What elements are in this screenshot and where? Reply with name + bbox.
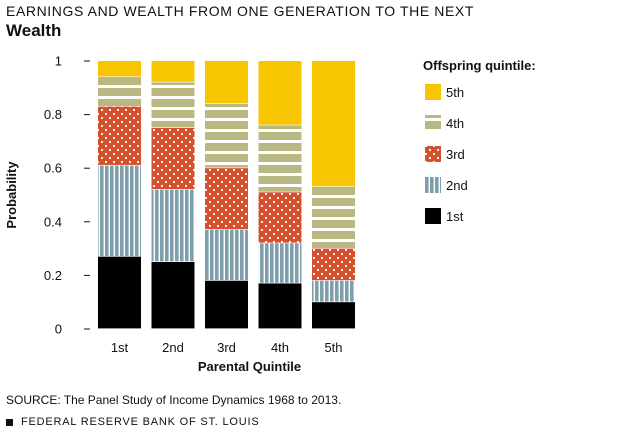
legend-label-2nd: 2nd (446, 178, 468, 193)
bar-4th-series-2nd (258, 243, 302, 283)
legend-swatch-3rd (425, 146, 441, 162)
y-tick-label: 0.8 (44, 107, 62, 122)
y-tick-label: 1 (55, 54, 62, 69)
x-tick-label: 5th (324, 340, 342, 355)
y-tick-label: 0 (55, 322, 62, 337)
y-axis: 0 0.2 0.4 0.6 0.8 1 (44, 54, 90, 337)
footer-text: FEDERAL RESERVE BANK OF ST. LOUIS (21, 416, 260, 428)
bar-2nd-series-5th (151, 61, 195, 82)
square-bullet-icon (6, 418, 13, 426)
bar-1st-series-4th (98, 77, 141, 106)
bar-2nd-series-2nd (151, 189, 195, 262)
bar-5th-series-2nd (312, 280, 355, 302)
y-tick-label: 0.4 (44, 214, 62, 229)
source-note: SOURCE: The Panel Study of Income Dynami… (6, 393, 342, 407)
bar-3rd-series-2nd (205, 229, 248, 281)
bar-5th-series-5th (312, 61, 355, 187)
bar-3rd-series-1st (205, 280, 248, 329)
bars-layer (98, 61, 355, 329)
y-tick-label: 0.6 (44, 161, 62, 176)
legend-label-4th: 4th (446, 116, 464, 131)
legend-label-1st: 1st (446, 209, 464, 224)
bar-1st-series-3rd (98, 106, 141, 165)
bar-4th-series-4th (258, 125, 302, 192)
legend-swatch-4th (425, 115, 441, 131)
legend: Offspring quintile: 5th 4th 3rd 2nd 1st (423, 58, 536, 224)
x-tick-label: 3rd (217, 340, 236, 355)
chart-title: Wealth (6, 21, 62, 40)
bar-3rd-series-3rd (205, 168, 248, 230)
bar-4th-series-5th (258, 61, 302, 125)
legend-swatch-2nd (425, 177, 441, 193)
x-axis: 1st 2nd 3rd 4th 5th (111, 340, 343, 355)
bar-1st-series-2nd (98, 165, 141, 257)
x-axis-label: Parental Quintile (198, 359, 301, 374)
legend-swatch-5th (425, 84, 441, 100)
legend-label-5th: 5th (446, 85, 464, 100)
bar-2nd-series-3rd (151, 128, 195, 190)
chart-supertitle: EARNINGS AND WEALTH FROM ONE GENERATION … (6, 3, 475, 19)
bar-1st-series-5th (98, 61, 141, 77)
bar-4th-series-3rd (258, 192, 302, 243)
bar-3rd-series-4th (205, 103, 248, 168)
bar-3rd-series-5th (205, 61, 248, 104)
legend-swatch-1st (425, 208, 441, 224)
y-axis-label: Probability (4, 161, 19, 229)
bar-2nd-series-4th (151, 82, 195, 128)
bar-5th-series-4th (312, 186, 355, 248)
y-tick-label: 0.2 (44, 268, 62, 283)
bar-5th-series-1st (312, 302, 355, 329)
footer: FEDERAL RESERVE BANK OF ST. LOUIS (6, 416, 260, 428)
x-tick-label: 1st (111, 340, 129, 355)
bar-4th-series-1st (258, 283, 302, 329)
x-tick-label: 4th (271, 340, 289, 355)
x-tick-label: 2nd (162, 340, 184, 355)
bar-5th-series-3rd (312, 248, 355, 281)
bar-2nd-series-1st (151, 262, 195, 329)
legend-title: Offspring quintile: (423, 58, 536, 73)
legend-label-3rd: 3rd (446, 147, 465, 162)
bar-1st-series-1st (98, 256, 141, 329)
